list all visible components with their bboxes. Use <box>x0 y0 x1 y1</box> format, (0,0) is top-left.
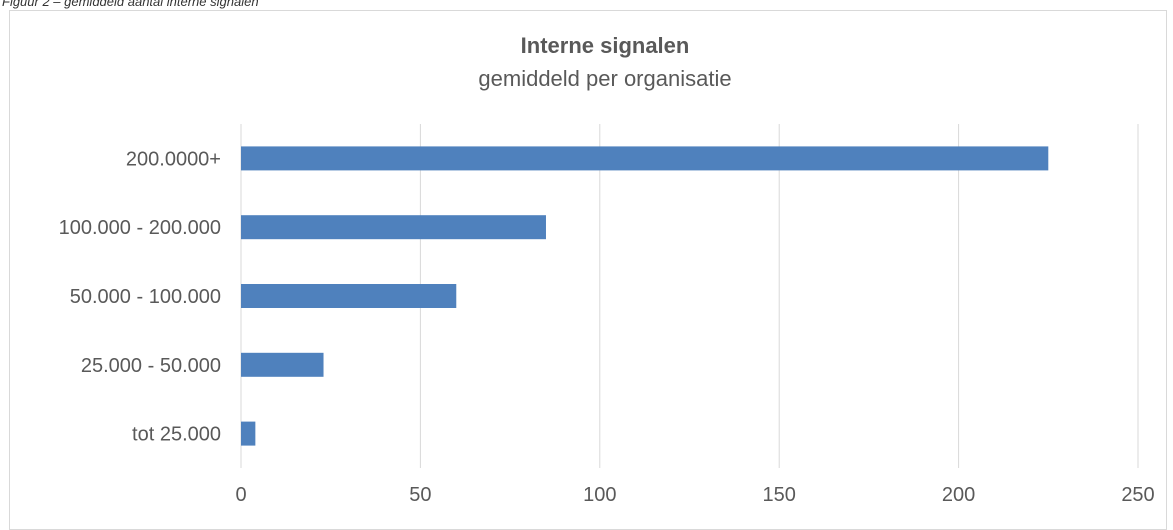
category-label: tot 25.000 <box>132 424 221 446</box>
category-label: 25.000 - 50.000 <box>81 355 221 377</box>
category-label: 200.0000+ <box>126 148 221 170</box>
bar-chart: Interne signalen gemiddeld per organisat… <box>0 0 1173 513</box>
x-tick-labels: 0 50 100 150 200 250 <box>235 484 1154 506</box>
bar <box>241 353 324 377</box>
x-tick-label: 250 <box>1121 484 1154 506</box>
chart-title: Interne signalen <box>521 33 690 58</box>
bar <box>241 284 456 308</box>
category-labels: 200.0000+ 100.000 - 200.000 50.000 - 100.0… <box>59 148 221 445</box>
x-tick-label: 150 <box>763 484 796 506</box>
chart-subtitle: gemiddeld per organisatie <box>478 66 731 91</box>
bars <box>241 146 1048 445</box>
bar <box>241 215 546 239</box>
x-tick-label: 0 <box>235 484 246 506</box>
category-label: 50.000 - 100.000 <box>70 286 221 308</box>
x-tick-label: 50 <box>409 484 431 506</box>
bar <box>241 146 1048 170</box>
bar <box>241 422 255 446</box>
category-label: 100.000 - 200.000 <box>59 217 221 239</box>
x-tick-label: 100 <box>583 484 616 506</box>
x-tick-label: 200 <box>942 484 975 506</box>
